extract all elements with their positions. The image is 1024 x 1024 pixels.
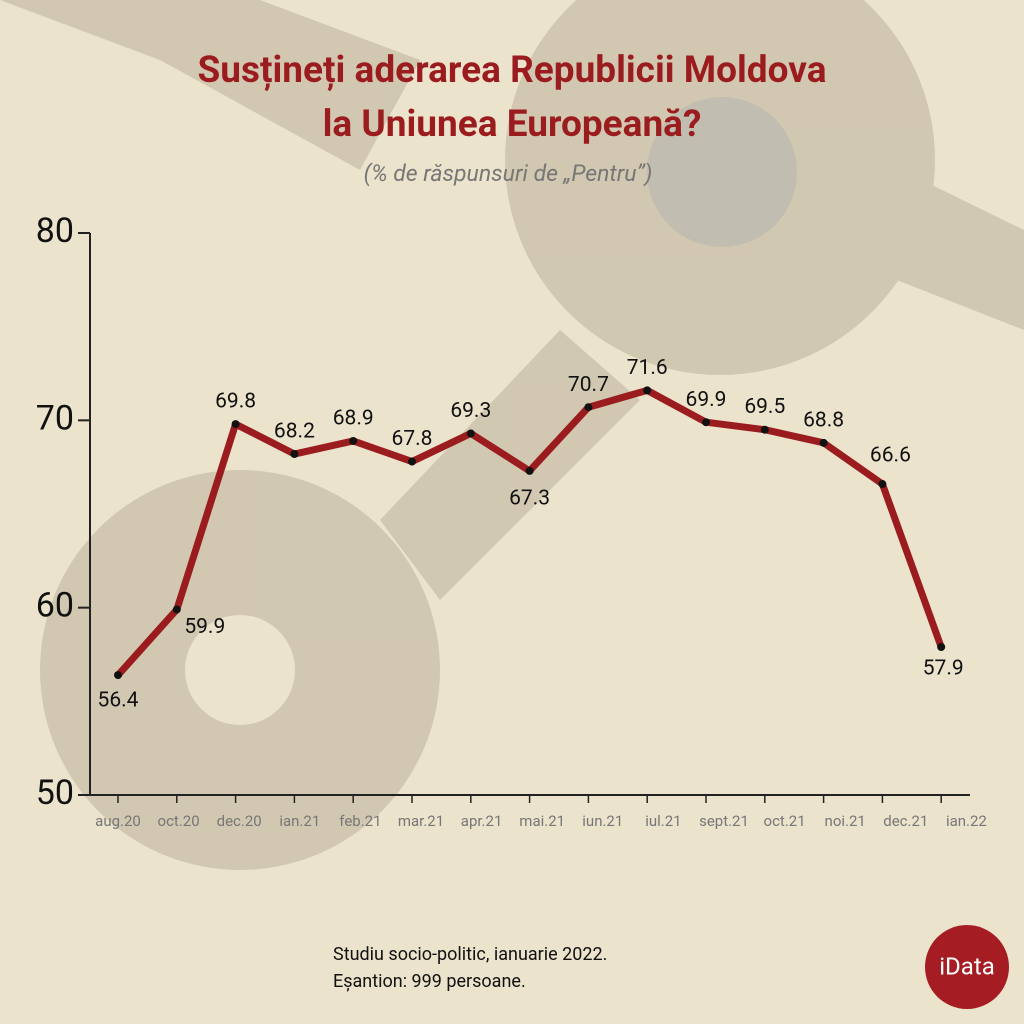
value-label: 57.9 [923,657,964,681]
note: Studiu socio-politic, ianuarie 2022. [333,944,607,965]
y-tick-label: 80 [36,211,74,251]
chart-title: la Uniunea Europeană? [323,103,702,146]
x-tick-label: feb.21 [339,812,381,830]
value-label: 59.9 [184,615,225,639]
chart-title: Susțineți aderarea Republicii Moldova [197,49,826,92]
value-label: 68.8 [803,408,844,432]
value-label: 56.4 [98,689,139,713]
x-tick-label: mar.21 [398,812,444,830]
point [937,643,946,652]
point [172,605,181,614]
value-label: 68.2 [274,420,315,444]
x-tick-label: oct.21 [764,812,806,830]
point [231,420,240,429]
point [702,418,710,427]
value-label: 70.7 [568,373,609,397]
point [349,436,358,445]
value-label: 69.9 [686,388,727,412]
point [819,438,828,447]
point [408,457,416,466]
value-label: 66.6 [870,444,911,468]
point [114,671,122,680]
logo [925,925,1009,1009]
y-tick-label: 70 [36,398,74,438]
point [643,386,652,395]
point [290,450,299,459]
value-label: 67.8 [392,427,433,451]
eu-flag [647,97,797,247]
y-tick-label: 50 [36,773,74,813]
x-tick-label: iul.21 [645,812,681,830]
x-tick-label: noi.21 [825,812,866,830]
point [878,480,887,489]
value-label: 69.3 [450,399,491,423]
x-tick-label: mai.21 [519,812,565,830]
point [584,403,593,412]
x-tick-label: dec.21 [883,812,928,830]
point [760,425,769,434]
value-label: 67.3 [509,486,550,510]
x-tick-label: ian.22 [946,812,987,830]
x-tick-label: dec.20 [217,812,262,830]
note: Eșantion: 999 persoane. [333,971,526,992]
y-tick-label: 60 [36,586,74,626]
value-label: 71.6 [627,356,668,380]
chart-subtitle: (% de răspunsuri de „Pentru”) [364,160,653,187]
x-tick-label: ian.21 [279,812,320,830]
decoration [185,615,295,725]
x-tick-label: sept.21 [699,812,749,830]
value-label: 69.5 [744,395,785,419]
point [525,466,534,475]
point [466,429,475,438]
value-label: 68.9 [333,406,374,430]
x-tick-label: aug.20 [95,812,141,830]
x-tick-label: iun.21 [582,812,623,830]
x-tick-label: oct.20 [158,812,200,830]
value-label: 69.8 [215,390,256,414]
logo-text: iData [939,952,995,980]
x-tick-label: apr.21 [461,812,503,830]
